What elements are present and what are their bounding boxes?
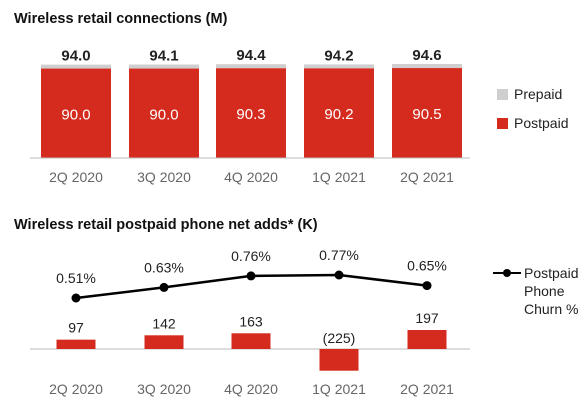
total-value-label-5: 94.6: [412, 47, 441, 64]
postpaid-value-label-2: 90.0: [149, 106, 178, 123]
churn-point-5: [422, 281, 432, 291]
chart2-title: Wireless retail postpaid phone net adds*…: [14, 217, 318, 233]
prepaid-bar-3: [216, 64, 286, 69]
postpaid-value-label-5: 90.5: [412, 106, 441, 123]
legend-prepaid-label: Prepaid: [514, 86, 562, 102]
legend-prepaid-swatch: [497, 89, 508, 100]
postpaid-value-label-4: 90.2: [324, 106, 353, 123]
chart1-x-tick-label-4: 1Q 2021: [312, 169, 366, 185]
chart2-x-tick-label-5: 2Q 2021: [400, 381, 454, 397]
chart2-x-tick-label-1: 2Q 2020: [49, 381, 103, 397]
net-adds-value-label-2: 142: [152, 315, 176, 331]
chart1-x-tick-label-5: 2Q 2021: [400, 169, 454, 185]
churn-point-2: [159, 282, 169, 292]
legend-churn-label-line-3: Churn %: [524, 301, 578, 317]
chart1-x-tick-label-3: 4Q 2020: [224, 169, 278, 185]
chart1-x-tick-label-1: 2Q 2020: [49, 169, 103, 185]
postpaid-bar-3: [216, 68, 286, 158]
postpaid-bar-2: [129, 68, 199, 158]
net-adds-bar-4: [319, 349, 359, 371]
chart1-title: Wireless retail connections (M): [14, 11, 228, 27]
prepaid-bar-5: [392, 64, 462, 69]
chart1-x-tick-label-2: 3Q 2020: [137, 169, 191, 185]
net-adds-value-label-1: 97: [68, 320, 84, 336]
net-adds-value-label-3: 163: [239, 313, 263, 329]
postpaid-bar-1: [41, 68, 111, 158]
postpaid-bar-4: [304, 68, 374, 158]
churn-point-3: [246, 271, 256, 281]
legend-churn-label-line-2: Phone: [524, 283, 565, 299]
prepaid-bar-4: [304, 64, 374, 69]
churn-value-label-1: 0.51%: [56, 270, 96, 286]
total-value-label-4: 94.2: [324, 47, 353, 64]
net-adds-value-label-4: (225): [323, 330, 356, 346]
churn-value-label-4: 0.77%: [319, 247, 359, 263]
chart2-x-tick-label-2: 3Q 2020: [137, 381, 191, 397]
net-adds-bar-3: [231, 333, 271, 349]
net-adds-bar-2: [144, 335, 184, 349]
postpaid-value-label-1: 90.0: [61, 106, 90, 123]
total-value-label-2: 94.1: [149, 47, 178, 64]
churn-point-4: [334, 270, 344, 280]
total-value-label-1: 94.0: [61, 48, 90, 65]
postpaid-bar-5: [392, 68, 462, 158]
chart2-x-tick-label-4: 1Q 2021: [312, 381, 366, 397]
net-adds-value-label-5: 197: [415, 310, 439, 326]
churn-value-label-2: 0.63%: [144, 259, 184, 275]
total-value-label-3: 94.4: [236, 47, 266, 64]
prepaid-bar-1: [41, 64, 111, 69]
legend-postpaid-label: Postpaid: [514, 115, 568, 131]
churn-point-1: [71, 293, 81, 303]
legend-postpaid-swatch: [497, 118, 508, 129]
prepaid-bar-2: [129, 64, 199, 69]
net-adds-bar-1: [56, 339, 96, 349]
churn-value-label-3: 0.76%: [231, 248, 271, 264]
legend-churn-label-line-1: Postpaid: [524, 265, 578, 281]
chart2-x-tick-label-3: 4Q 2020: [224, 381, 278, 397]
legend-churn-marker: [503, 269, 511, 277]
net-adds-bar-5: [407, 330, 447, 349]
postpaid-value-label-3: 90.3: [236, 106, 265, 123]
churn-value-label-5: 0.65%: [407, 258, 447, 274]
